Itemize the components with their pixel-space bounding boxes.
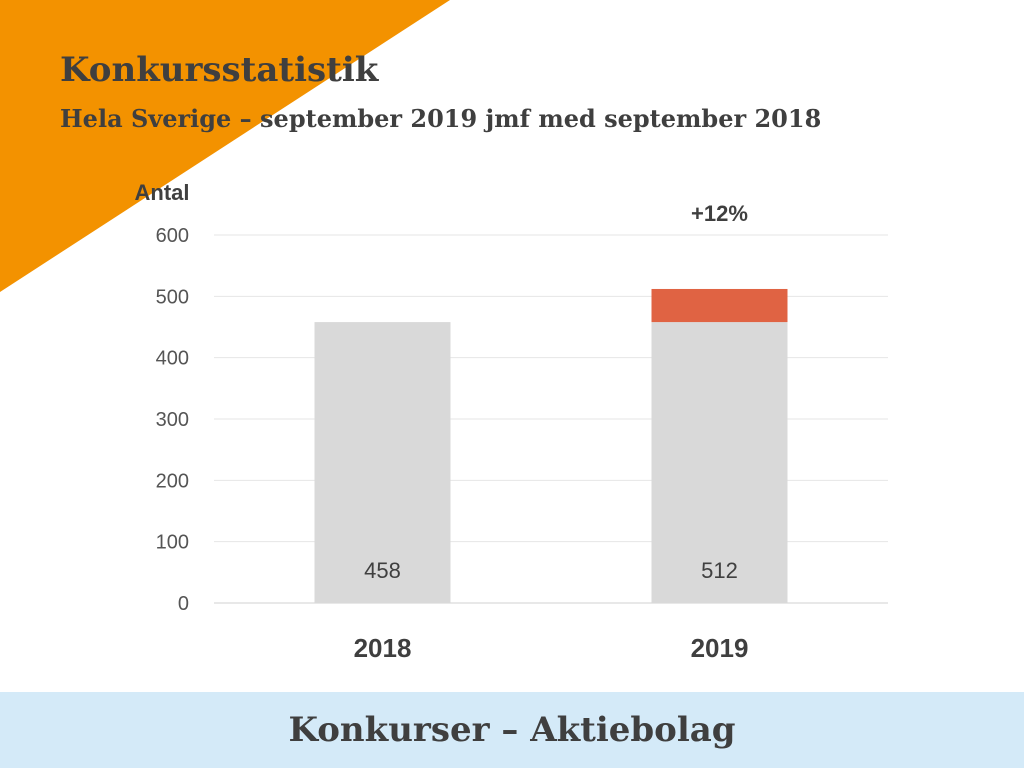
page-title: Konkursstatistik bbox=[60, 50, 379, 90]
bars bbox=[314, 288, 788, 603]
y-tick-label: 500 bbox=[156, 286, 189, 308]
footer-bar: Konkurser – Aktiebolag bbox=[0, 692, 1024, 768]
x-category-label: 2019 bbox=[691, 633, 749, 663]
bar-increase bbox=[651, 288, 788, 323]
y-axis-label: Antal bbox=[135, 180, 190, 205]
change-annotation: +12% bbox=[691, 201, 748, 226]
bar-value-label: 512 bbox=[701, 558, 738, 583]
bar-value-label: 458 bbox=[364, 558, 401, 583]
y-tick-label: 300 bbox=[156, 409, 189, 431]
bar-chart: 0 100 200 300 400 500 600 458 2018 512 2019 +12% A… bbox=[135, 180, 888, 663]
x-category-label: 2018 bbox=[354, 633, 412, 663]
page-subtitle: Hela Sverige – september 2019 jmf med se… bbox=[60, 104, 822, 133]
bar-base bbox=[651, 322, 788, 603]
footer-title: Konkurser – Aktiebolag bbox=[288, 710, 736, 750]
y-tick-label: 400 bbox=[156, 348, 189, 370]
bar-labels: 458 2018 512 2019 +12% bbox=[354, 201, 749, 663]
y-axis-ticks: 0 100 200 300 400 500 600 bbox=[156, 225, 189, 615]
bar-base bbox=[314, 322, 451, 603]
orange-corner-triangle bbox=[0, 0, 450, 292]
y-tick-label: 600 bbox=[156, 225, 189, 247]
y-tick-label: 100 bbox=[156, 532, 189, 554]
y-tick-label: 0 bbox=[178, 593, 189, 615]
y-tick-label: 200 bbox=[156, 470, 189, 492]
